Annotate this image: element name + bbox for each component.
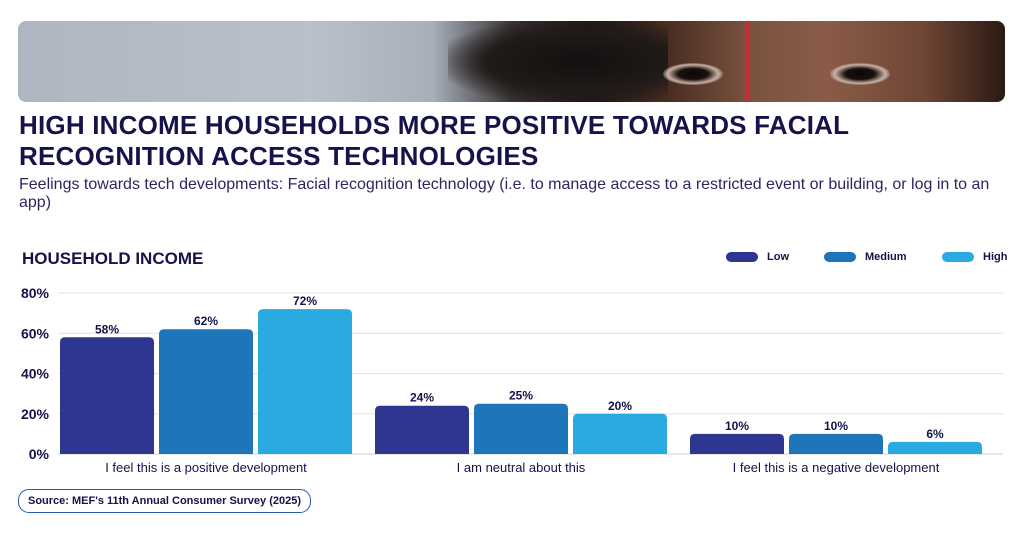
legend-swatch-medium [824, 252, 856, 262]
bar-chart: 0% 20% 40% 60% 80% 58% 62% 72% I feel this is a … [21, 285, 1003, 475]
banner-left-eye [663, 63, 723, 85]
bar-medium [159, 329, 253, 454]
banner-hair-shape [448, 21, 668, 102]
legend-item-high: High [942, 249, 1007, 265]
bar-value-label: 58% [95, 322, 119, 336]
bar-value-label: 20% [608, 399, 632, 413]
bar-value-label: 72% [293, 294, 317, 308]
y-tick-label: 40% [21, 366, 50, 382]
bar-medium [474, 403, 568, 454]
banner-scan-line [746, 21, 749, 102]
x-category-label: I feel this is a positive development [105, 460, 307, 475]
bar-high [888, 441, 982, 454]
chart-title: HOUSEHOLD INCOME [22, 249, 204, 268]
y-tick-label: 80% [21, 285, 50, 301]
legend-label-high: High [983, 251, 1008, 263]
y-tick-label: 20% [21, 406, 50, 422]
bar-low [375, 405, 469, 454]
legend-swatch-high [942, 252, 974, 262]
bar-value-label: 24% [410, 391, 434, 405]
page-title: HIGH INCOME HOUSEHOLDS MORE POSITIVE TOW… [19, 110, 849, 171]
bar-low [690, 433, 784, 454]
y-tick-label: 60% [21, 325, 50, 341]
legend-label-medium: Medium [865, 251, 907, 263]
bar-value-label: 10% [824, 419, 848, 433]
legend-label-low: Low [767, 251, 789, 263]
banner-right-eye [830, 63, 890, 85]
bar-medium [789, 433, 883, 454]
x-category-label: I am neutral about this [457, 460, 586, 475]
bar-value-label: 25% [509, 389, 533, 403]
bar-high [573, 413, 667, 454]
bar-value-label: 10% [725, 419, 749, 433]
legend-swatch-low [726, 252, 758, 262]
legend-item-low: Low [726, 249, 789, 265]
bar-value-label: 62% [194, 314, 218, 328]
header-banner-image [18, 21, 1005, 102]
y-tick-label: 0% [29, 446, 50, 462]
bar-value-label: 6% [926, 427, 944, 441]
bar-high [258, 309, 352, 454]
page-subtitle: Feelings towards tech developments: Faci… [19, 176, 990, 211]
x-category-label: I feel this is a negative development [733, 460, 940, 475]
bar-low [60, 337, 154, 454]
source-note: Source: MEF's 11th Annual Consumer Surve… [18, 489, 312, 513]
legend-item-medium: Medium [824, 249, 907, 265]
